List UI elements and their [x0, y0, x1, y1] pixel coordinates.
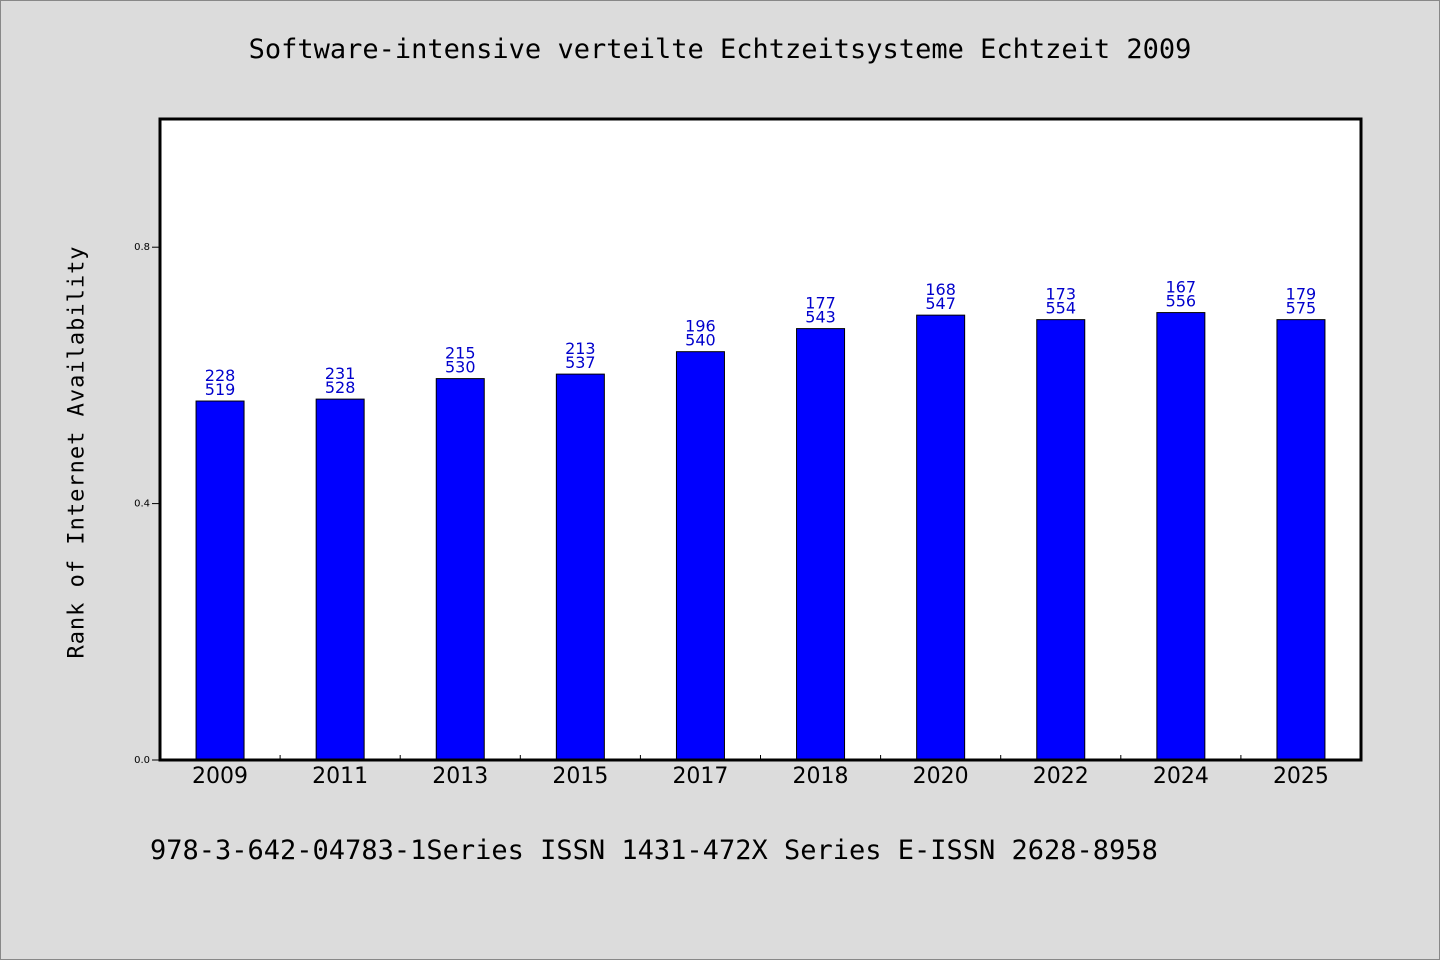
data-label-bottom-2024: 556: [1166, 292, 1197, 311]
data-label-top-2020: 168: [925, 280, 956, 299]
y-tick-label: 0.0: [134, 755, 150, 766]
bar-2022: [1036, 319, 1086, 761]
data-label-bottom-2025: 575: [1286, 299, 1317, 318]
data-label-bottom-2020: 547: [925, 294, 956, 313]
bar-2011: [315, 398, 365, 761]
data-label-top-2022: 173: [1045, 285, 1076, 304]
data-label-bottom-2018: 543: [805, 308, 836, 327]
bar-2018: [796, 328, 846, 761]
data-label-top-2018: 177: [805, 294, 836, 313]
data-label-bottom-2022: 554: [1045, 299, 1076, 318]
data-label-bottom-2013: 530: [445, 358, 476, 377]
data-label-top-2015: 213: [565, 339, 596, 358]
x-tick-label-2009: 2009: [192, 764, 248, 789]
bar-2013: [435, 378, 485, 761]
bar-2017: [675, 351, 725, 761]
data-label-top-2017: 196: [685, 317, 716, 336]
bar-2015: [555, 373, 605, 761]
x-tick-label-2024: 2024: [1153, 764, 1209, 789]
data-label-bottom-2017: 540: [685, 331, 716, 350]
data-label-top-2024: 167: [1166, 278, 1197, 297]
x-tick-label-2025: 2025: [1273, 764, 1329, 789]
x-tick-label-2013: 2013: [432, 764, 488, 789]
bar-2025: [1276, 319, 1326, 761]
x-tick-label-2015: 2015: [552, 764, 608, 789]
x-tick-label-2020: 2020: [913, 764, 969, 789]
plot-border: [158, 117, 1363, 762]
data-label-top-2011: 231: [325, 364, 356, 383]
bar-2020: [916, 314, 966, 761]
data-label-top-2009: 228: [205, 366, 236, 385]
y-tick-label: 0.8: [134, 242, 150, 253]
footer-text: 978-3-642-04783-1Series ISSN 1431-472X S…: [150, 835, 1158, 866]
ticks-group: 2009 2011 2013 2015 2017 2018 2020 2022 2024 2025…: [134, 242, 1329, 789]
data-label-top-2013: 215: [445, 344, 476, 363]
x-tick-label-2022: 2022: [1033, 764, 1089, 789]
bar-2009: [195, 400, 245, 761]
data-label-bottom-2009: 519: [205, 380, 236, 399]
data-label-top-2025: 179: [1286, 285, 1317, 304]
bars-group: 2285192315282155302135371965401775431685…: [195, 278, 1326, 761]
data-label-bottom-2011: 528: [325, 378, 356, 397]
x-tick-label-2017: 2017: [672, 764, 728, 789]
y-tick-label: 0.4: [134, 499, 150, 510]
x-tick-label-2018: 2018: [793, 764, 849, 789]
chart-title: Software-intensive verteilte Echtzeitsys…: [248, 34, 1192, 65]
data-label-bottom-2015: 537: [565, 353, 596, 372]
x-tick-label-2011: 2011: [312, 764, 368, 789]
bar-2024: [1156, 312, 1206, 761]
